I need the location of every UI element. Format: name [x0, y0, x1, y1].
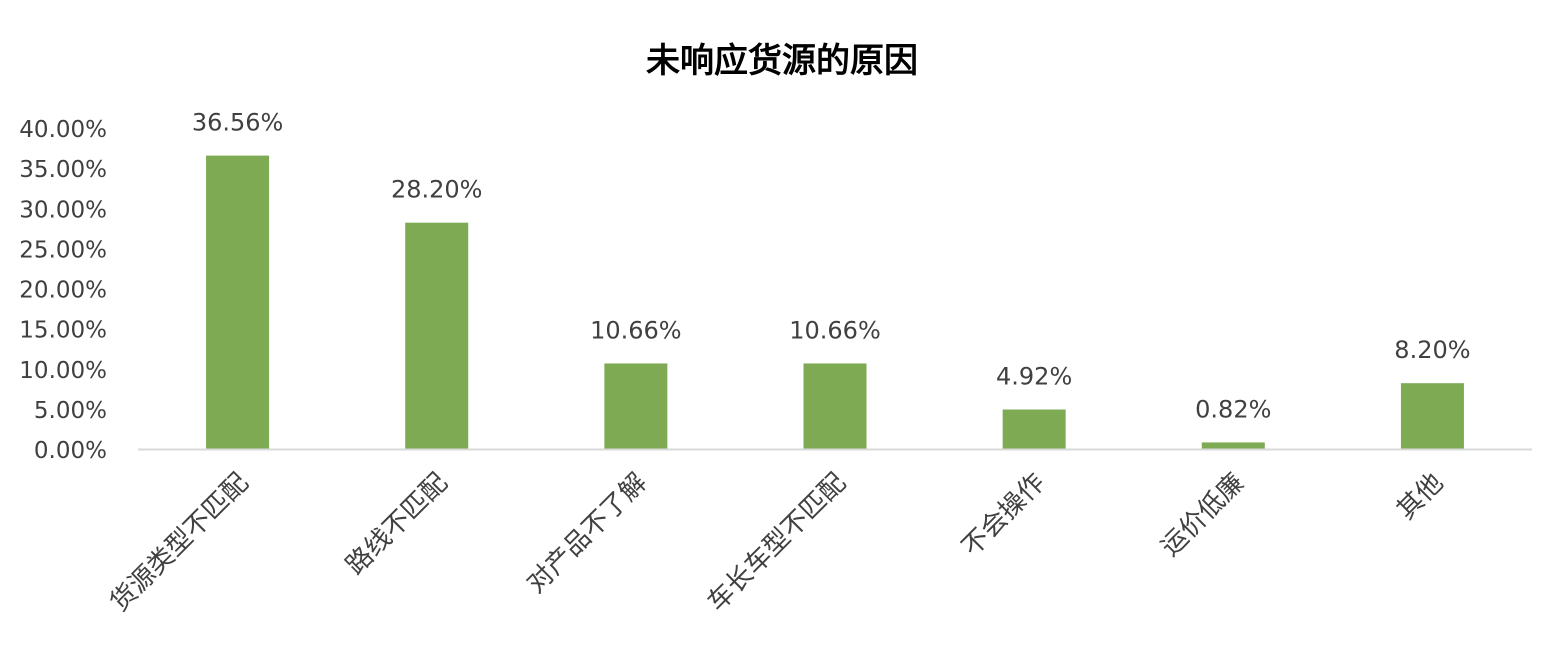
bar [1201, 442, 1265, 449]
data-label: 0.82% [1195, 395, 1271, 423]
data-label: 28.20% [391, 176, 483, 204]
bar [405, 222, 469, 449]
y-tick-label: 30.00% [19, 197, 107, 223]
data-label: 36.56% [192, 109, 284, 137]
bar [604, 363, 668, 449]
x-axis-ticks: 货源类型不匹配 路线不匹配 对产品不了解 车长车型不匹配 不会操作 运价低廉 其他 [105, 468, 1450, 618]
x-tick-label: 对产品不了解 [521, 468, 653, 600]
x-tick-label: 车长车型不匹配 [702, 468, 852, 618]
bars-group [206, 155, 1464, 449]
y-axis-ticks: 0.00% 5.00% 10.00% 15.00% 20.00% 25.00% 30.00%… [19, 117, 107, 464]
y-tick-label: 10.00% [19, 358, 107, 384]
y-tick-label: 0.00% [34, 438, 107, 464]
data-label: 10.66% [590, 316, 682, 344]
bar [206, 155, 270, 449]
y-tick-label: 15.00% [19, 318, 107, 344]
x-tick-label: 路线不匹配 [341, 468, 454, 581]
chart-title: 未响应货源的原因 [646, 41, 918, 81]
bar [1400, 383, 1464, 449]
y-tick-label: 5.00% [34, 398, 107, 424]
bar [1002, 409, 1066, 449]
data-label: 8.20% [1394, 336, 1470, 364]
y-tick-label: 40.00% [19, 117, 107, 143]
y-tick-label: 20.00% [19, 278, 107, 304]
y-tick-label: 35.00% [19, 157, 107, 183]
y-tick-label: 25.00% [19, 237, 107, 263]
data-label: 4.92% [996, 363, 1072, 391]
x-tick-label: 其他 [1391, 468, 1449, 526]
bar [803, 363, 867, 449]
x-tick-label: 货源类型不匹配 [105, 468, 255, 618]
x-tick-label: 不会操作 [956, 468, 1051, 563]
data-label: 10.66% [789, 316, 881, 344]
x-tick-label: 运价低廉 [1155, 468, 1250, 563]
data-labels-group: 36.56% 28.20% 10.66% 10.66% 4.92% 0.82% 8.20% [192, 109, 1471, 424]
